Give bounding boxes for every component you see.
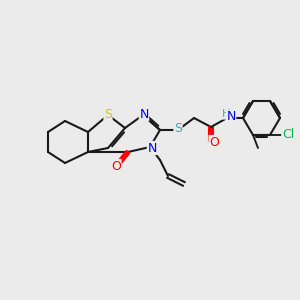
Text: N: N	[226, 110, 236, 124]
Text: O: O	[111, 160, 121, 172]
Text: N: N	[147, 142, 157, 154]
Text: N: N	[139, 107, 149, 121]
Text: O: O	[209, 136, 219, 148]
Text: H: H	[222, 109, 230, 119]
Text: Cl: Cl	[282, 128, 294, 142]
Text: S: S	[174, 122, 182, 136]
Text: S: S	[104, 107, 112, 121]
